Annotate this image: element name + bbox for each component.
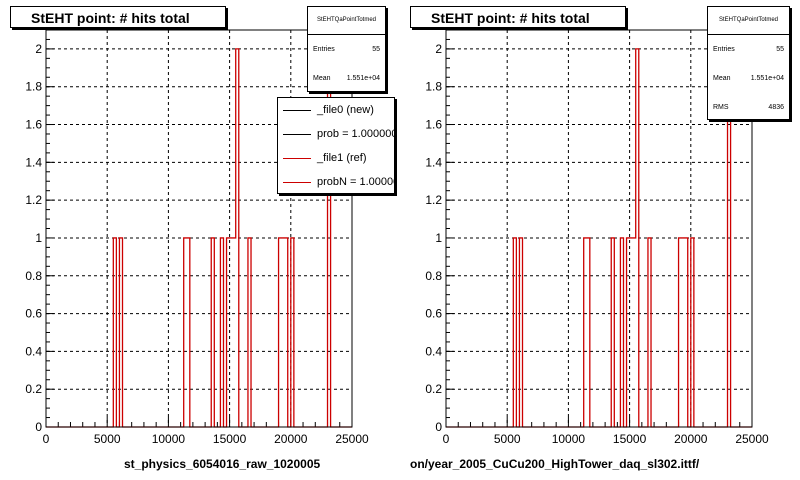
left-xtick-label-1: 5000 — [94, 432, 121, 446]
legend-swatch-file0 — [283, 109, 311, 111]
right-stats-title: StEHTQaPointTotmed — [708, 7, 789, 35]
left-ytick-label-1: 0.2 — [25, 382, 42, 396]
right-ytick-label-4: 0.8 — [425, 269, 442, 283]
right-histogram-series-0 — [446, 48, 752, 428]
right-stats-entries-value: 55 — [776, 46, 784, 53]
left-bin-12 — [282, 238, 285, 427]
right-ytick-label-6: 1.2 — [425, 193, 442, 207]
right-stats-mean-label: Mean — [713, 75, 731, 82]
legend-label-file1: _file1 (ref) — [317, 152, 367, 164]
right-plot-pad: 0 0.2 0.4 0.6 0.8 1 1.2 1.4 1.6 1.8 2 0 5000 10000 150… — [400, 0, 800, 480]
left-ytick-label-9: 1.8 — [25, 80, 42, 94]
right-xtick-label-2: 10000 — [552, 432, 586, 446]
legend-swatch-probn — [283, 181, 311, 183]
legend-entry-file0: _file0 (new) — [278, 98, 394, 122]
left-plot-frame — [45, 29, 353, 428]
right-x-axis-title: on/year_2005_CuCu200_HighTower_daq_sl302… — [410, 457, 700, 471]
left-stats-title: StEHTQaPointTotmed — [308, 7, 385, 35]
left-stats-mean-value: 1.551e+04 — [346, 75, 380, 82]
left-ytick-label-2: 0.4 — [25, 344, 42, 358]
left-ytick-label-5: 1 — [35, 231, 42, 245]
right-stats-mean-value: 1.551e+04 — [750, 75, 784, 82]
left-xtick-label-5: 25000 — [335, 432, 369, 446]
left-stats-entries-label: Entries — [313, 46, 335, 53]
legend-entry-prob: prob = 1.000000 — [278, 122, 394, 146]
left-ytick-label-6: 1.2 — [25, 193, 42, 207]
right-plot-title: StEHT point: # hits total — [410, 6, 626, 28]
right-xtick-label-1: 5000 — [494, 432, 521, 446]
right-stats-rms-label: RMS — [713, 104, 729, 111]
left-xtick-label-4: 20000 — [274, 432, 308, 446]
left-ytick-label-3: 0.6 — [25, 307, 42, 321]
legend-entry-file1: _file1 (ref) — [278, 146, 394, 170]
left-xtick-label-0: 0 — [43, 432, 50, 446]
left-ytick-label-8: 1.6 — [25, 118, 42, 132]
left-bin-8 — [233, 238, 236, 427]
legend-label-file0: _file0 (new) — [317, 104, 374, 116]
legend-entry-probn: probN = 1.000000 — [278, 170, 394, 193]
left-legend: _file0 (new) prob = 1.000000 _file1 (ref… — [277, 97, 395, 194]
right-ytick-label-1: 0.2 — [425, 382, 442, 396]
left-stats-entries-value: 55 — [372, 46, 380, 53]
left-ytick-label-7: 1.4 — [25, 155, 42, 169]
right-ytick-label-9: 1.8 — [425, 80, 442, 94]
legend-swatch-prob — [283, 133, 311, 135]
right-stats-rms-value: 4836 — [768, 104, 784, 111]
left-stats-mean-label: Mean — [313, 75, 331, 82]
legend-label-prob: prob = 1.000000 — [317, 128, 395, 140]
right-stats-entries-label: Entries — [713, 46, 735, 53]
right-stats-mean: Mean 1.551e+04 — [708, 64, 789, 93]
left-ytick-label-4: 0.8 — [25, 269, 42, 283]
left-xtick-label-3: 15000 — [213, 432, 247, 446]
right-ytick-label-5: 1 — [435, 231, 442, 245]
right-xtick-label-3: 15000 — [613, 432, 647, 446]
left-x-axis-title: st_physics_6054016_raw_1020005 — [124, 457, 321, 471]
left-xtick-label-2: 10000 — [152, 432, 186, 446]
left-histogram-series-0 — [46, 48, 352, 428]
right-stats-entries: Entries 55 — [708, 35, 789, 64]
right-ytick-label-10: 2 — [435, 42, 442, 56]
legend-swatch-file1 — [283, 157, 311, 159]
right-xtick-label-5: 25000 — [735, 432, 769, 446]
left-stats-mean: Mean 1.551e+04 — [308, 64, 385, 93]
right-plot-frame — [445, 29, 753, 428]
right-ytick-label-0: 0 — [435, 420, 442, 434]
left-stats-entries: Entries 55 — [308, 35, 385, 64]
left-plot-title: StEHT point: # hits total — [10, 6, 226, 28]
right-bin-8 — [633, 238, 636, 427]
right-stats-rms: RMS 4836 — [708, 93, 789, 122]
left-stats-box: StEHTQaPointTotmed Entries 55 Mean 1.551… — [307, 6, 386, 92]
legend-label-probn: probN = 1.000000 — [317, 176, 394, 188]
right-bin-12 — [682, 238, 685, 427]
left-ytick-label-0: 0 — [35, 420, 42, 434]
left-ytick-label-10: 2 — [35, 42, 42, 56]
right-ytick-label-8: 1.6 — [425, 118, 442, 132]
right-ytick-label-7: 1.4 — [425, 155, 442, 169]
right-ytick-label-2: 0.4 — [425, 344, 442, 358]
right-xtick-label-4: 20000 — [674, 432, 708, 446]
right-histogram-svg: 0 0.2 0.4 0.6 0.8 1 1.2 1.4 1.6 1.8 2 0 5000 10000 150… — [425, 29, 769, 446]
right-xtick-label-0: 0 — [443, 432, 450, 446]
right-ytick-label-3: 0.6 — [425, 307, 442, 321]
right-stats-box: StEHTQaPointTotmed Entries 55 Mean 1.551… — [707, 6, 790, 120]
left-plot-pad: 0 0.2 0.4 0.6 0.8 1 1.2 1.4 1.6 1.8 2 0 5000 10000 150… — [10, 6, 395, 471]
